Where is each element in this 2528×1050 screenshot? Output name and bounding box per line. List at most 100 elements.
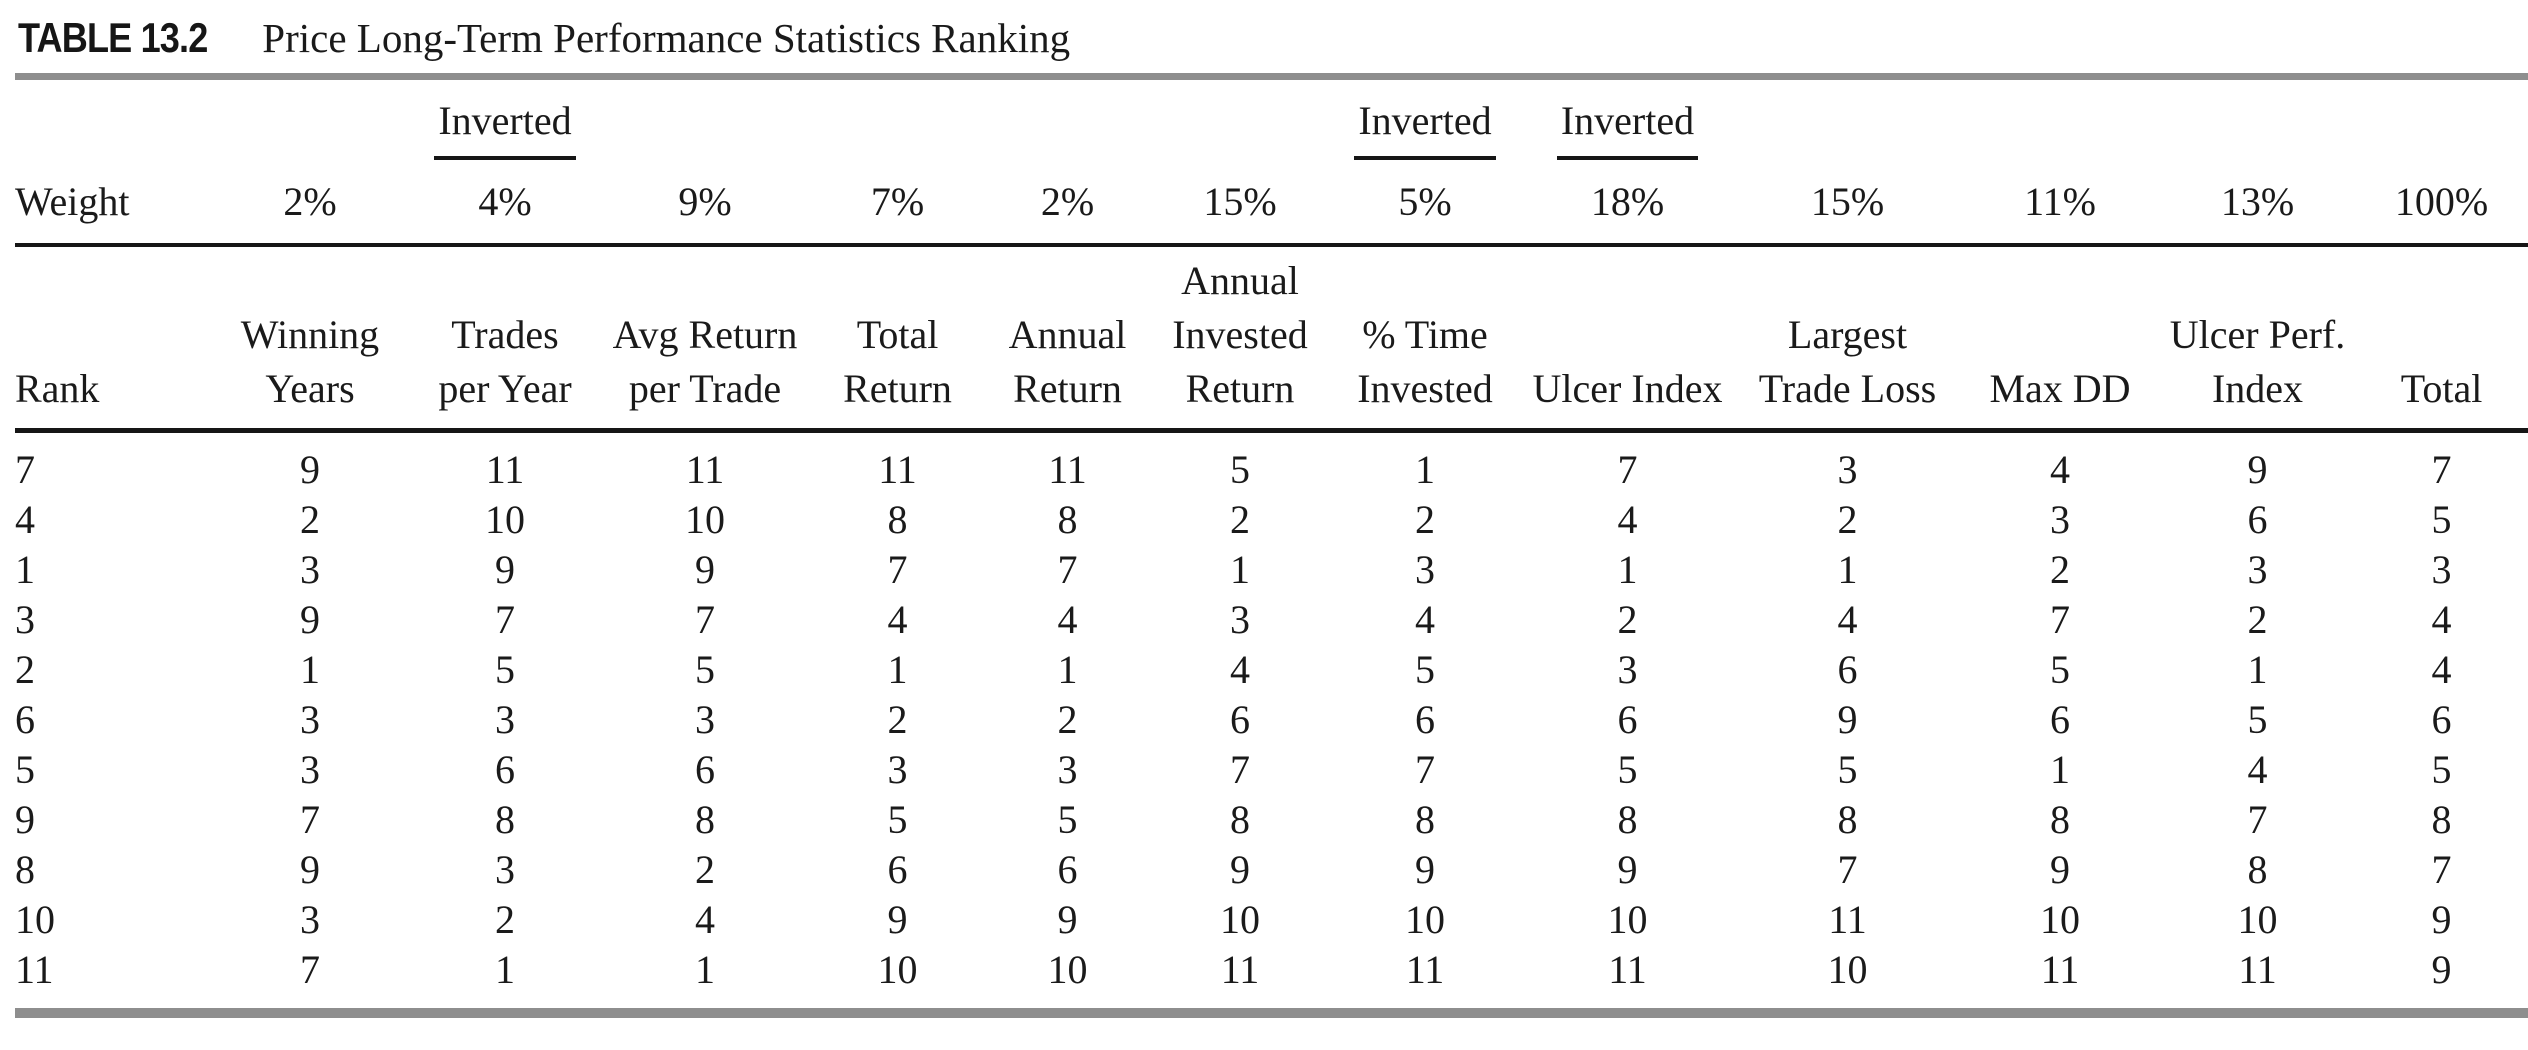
rank-cell-value: 5 [2050, 647, 2070, 692]
header-line: Annual [1008, 312, 1127, 357]
rank-cell-value: 2 [1617, 597, 1638, 642]
rank-cell-value: 7 [2431, 447, 2452, 492]
rank-cell-value: 5 [2247, 697, 2268, 742]
rank-cell-value: 7 [1837, 847, 1858, 892]
rank-cell-value: 3 [695, 697, 715, 742]
rank-cell-value: 2 [300, 497, 320, 542]
rank-cell-value: 7 [2050, 597, 2070, 642]
rank-cell-value: 3 [300, 697, 320, 742]
header-line: Annual [1181, 258, 1299, 303]
rank-cell-value: 10 [1047, 947, 1088, 992]
rank-value: 11 [15, 947, 54, 992]
table-cell-inverted [1735, 80, 1960, 160]
rank-cell-value: 4 [1057, 597, 1078, 642]
rank-cell-value: 6 [2050, 697, 2070, 742]
rank-cell-value: 4 [1617, 497, 1638, 542]
weight-value: 15% [1150, 160, 1330, 247]
rank-cell-value: 9 [2431, 947, 2452, 992]
rank-cell-value: 6 [2431, 697, 2452, 742]
rank-cell-value: 2 [887, 697, 908, 742]
rank-value: 4 [15, 497, 35, 542]
rank-cell-value: 3 [1617, 647, 1638, 692]
rank-cell-value: 3 [887, 747, 908, 792]
rank-cell-value: 9 [300, 847, 320, 892]
table-number: TABLE 13.2 [18, 14, 208, 61]
rank-cell-value: 5 [887, 797, 908, 842]
header-line: Largest [1787, 312, 1908, 357]
statistics-table: Inverted Inverted Inverted Weight 2% 4% 9% 7% 2%… [15, 80, 2528, 995]
weight-value: 15% [1735, 160, 1960, 247]
rank-cell-value: 6 [1415, 697, 1435, 742]
rank-cell-value: 7 [300, 947, 320, 992]
rank-cell-value: 6 [1617, 697, 1638, 742]
column-header-rank: Rank [15, 245, 210, 433]
rank-value: 5 [15, 747, 35, 792]
header-line: Total [2400, 366, 2483, 411]
weight-value: 4% [410, 160, 600, 247]
rank-cell-value: 10 [2040, 897, 2080, 942]
column-header: Avg Return per Trade [600, 245, 810, 433]
header-line: Return [1185, 366, 1295, 411]
column-header: Ulcer Index [1520, 245, 1735, 433]
rank-cell-value: 3 [2247, 547, 2268, 592]
rank-cell-value: 1 [300, 647, 320, 692]
table-row: 1 3 9 9 7 7 1 3 1 1 2 3 3 [15, 545, 2528, 595]
rank-cell-value: 10 [685, 497, 725, 542]
table-row: 10 3 2 4 9 9 10 10 10 11 10 10 9 [15, 895, 2528, 945]
rank-cell-value: 6 [887, 847, 908, 892]
rank-value: 7 [15, 447, 35, 492]
weight-value: 5% [1330, 160, 1520, 247]
inverted-annotation-row: Inverted Inverted Inverted [15, 80, 2528, 160]
rank-cell-value: 1 [1837, 547, 1858, 592]
table-cell-inverted: Inverted [1520, 80, 1735, 160]
rank-cell-value: 6 [1230, 697, 1250, 742]
column-header: Trades per Year [410, 245, 600, 433]
rank-cell-value: 9 [1057, 897, 1078, 942]
header-line: Max DD [1989, 366, 2131, 411]
rank-cell-value: 9 [300, 597, 320, 642]
rank-cell-value: 5 [1617, 747, 1638, 792]
inverted-label: Inverted [1354, 97, 1496, 160]
header-line: Invested [1357, 366, 1493, 411]
weight-value: 7% [810, 160, 985, 247]
rank-value: 8 [15, 847, 35, 892]
rank-cell-value: 2 [495, 897, 515, 942]
rank-cell-value: 6 [2247, 497, 2268, 542]
column-header: Total [2355, 245, 2528, 433]
rank-cell-value: 8 [695, 797, 715, 842]
table-row: 2 1 5 5 1 1 4 5 3 6 5 1 4 [15, 645, 2528, 695]
rank-cell-value: 11 [1405, 947, 1445, 992]
weight-value: 9% [600, 160, 810, 247]
table-cell-inverted [985, 80, 1150, 160]
rank-cell-value: 3 [495, 697, 515, 742]
rank-cell-value: 9 [2247, 447, 2268, 492]
table-row: 7 9 11 11 11 11 5 1 7 3 4 9 7 [15, 431, 2528, 496]
rank-cell-value: 8 [887, 497, 908, 542]
rank-cell-value: 4 [695, 897, 715, 942]
table-row: 11 7 1 1 10 10 11 11 11 10 11 11 9 [15, 945, 2528, 995]
table-cell-inverted [2355, 80, 2528, 160]
rank-cell-value: 3 [1230, 597, 1250, 642]
rank-cell-value: 10 [1405, 897, 1445, 942]
rank-cell-value: 8 [2050, 797, 2070, 842]
rank-cell-value: 8 [1057, 497, 1078, 542]
weight-value: 2% [210, 160, 410, 247]
weight-value: 18% [1520, 160, 1735, 247]
table-cell-inverted [1960, 80, 2160, 160]
rank-cell-value: 1 [1057, 647, 1078, 692]
rank-cell-value: 11 [1220, 947, 1260, 992]
rank-cell-value: 3 [300, 547, 320, 592]
table-cell-empty [15, 80, 210, 160]
rank-cell-value: 8 [1837, 797, 1858, 842]
rank-cell-value: 6 [495, 747, 515, 792]
rank-cell-value: 9 [1617, 847, 1638, 892]
rank-cell-value: 8 [2247, 847, 2268, 892]
column-header: Winning Years [210, 245, 410, 433]
rank-cell-value: 4 [1415, 597, 1435, 642]
header-line: Avg Return [612, 312, 798, 357]
bottom-divider [15, 1008, 2528, 1018]
rank-cell-value: 8 [1617, 797, 1638, 842]
rank-cell-value: 11 [1608, 947, 1647, 992]
page-title: Price Long-Term Performance Statistics R… [262, 15, 1071, 61]
